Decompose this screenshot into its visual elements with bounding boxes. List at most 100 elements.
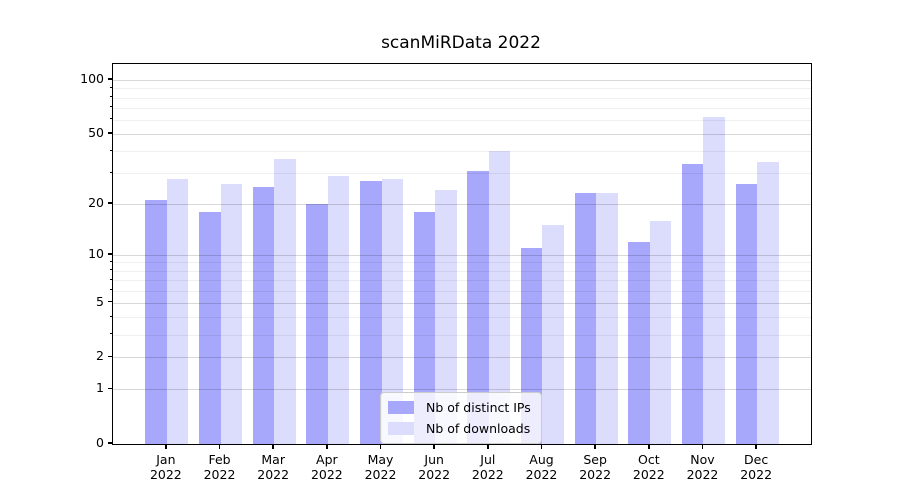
x-tick-label-dec-2022: Dec 2022	[740, 452, 773, 482]
gridline-minor-8	[113, 270, 811, 272]
bar-nb-of-distinct-ips-oct-2022	[628, 241, 650, 444]
y-tick-minor-mark-6	[109, 289, 112, 291]
gridline-minor-3	[113, 334, 811, 336]
x-tick-label-jul-2022: Jul 2022	[471, 452, 504, 482]
plot-area: Nb of distinct IPs Nb of downloads	[112, 63, 812, 445]
y-tick-minor-mark-8	[109, 269, 112, 271]
x-tick-mark-jul-2022	[487, 444, 489, 449]
bar-nb-of-distinct-ips-jan-2022	[145, 200, 167, 444]
y-tick-minor-mark-40	[109, 149, 112, 151]
x-tick-label-apr-2022: Apr 2022	[310, 452, 343, 482]
bar-nb-of-downloads-apr-2022	[327, 175, 350, 444]
gridline-major-20	[113, 203, 811, 205]
x-tick-label-oct-2022: Oct 2022	[632, 452, 665, 482]
gridline-minor-90	[113, 88, 811, 90]
bar-nb-of-downloads-may-2022	[381, 178, 403, 444]
x-tick-label-sep-2022: Sep 2022	[579, 452, 612, 482]
y-tick-mark-20	[108, 202, 112, 204]
y-tick-label-1: 1	[96, 380, 104, 396]
y-tick-label-20: 20	[88, 194, 104, 210]
y-tick-minor-mark-4	[109, 315, 112, 317]
legend-swatch-distinct-ips	[388, 401, 414, 414]
y-tick-label-0: 0	[96, 435, 104, 450]
y-tick-minor-mark-7	[109, 278, 112, 280]
x-tick-mark-feb-2022	[218, 444, 221, 449]
legend-item-distinct-ips: Nb of distinct IPs	[388, 400, 531, 415]
legend: Nb of distinct IPs Nb of downloads	[380, 392, 542, 444]
x-tick-label-aug-2022: Aug 2022	[525, 452, 558, 482]
bar-nb-of-downloads-jul-2022	[488, 151, 511, 444]
gridline-minor-30	[113, 173, 811, 175]
x-tick-mark-jan-2022	[165, 444, 167, 449]
x-tick-mark-aug-2022	[540, 444, 543, 449]
gridline-major-10	[113, 254, 811, 256]
gridline-minor-9	[113, 262, 811, 264]
y-tick-label-10: 10	[88, 245, 104, 261]
x-tick-mark-oct-2022	[648, 444, 650, 449]
legend-item-downloads: Nb of downloads	[388, 421, 531, 436]
gridline-minor-70	[113, 107, 811, 109]
bar-nb-of-distinct-ips-mar-2022	[252, 187, 275, 444]
bar-nb-of-distinct-ips-apr-2022	[306, 204, 328, 444]
y-tick-mark-2	[108, 355, 112, 358]
chart-title: scanMiRData 2022	[381, 33, 541, 53]
bar-nb-of-downloads-feb-2022	[220, 184, 243, 444]
y-tick-mark-100	[108, 78, 112, 80]
x-tick-label-jan-2022: Jan 2022	[149, 452, 182, 482]
x-tick-mark-apr-2022	[326, 444, 328, 449]
x-tick-label-mar-2022: Mar 2022	[257, 452, 290, 482]
x-tick-mark-dec-2022	[755, 444, 757, 449]
x-tick-mark-may-2022	[379, 444, 382, 449]
x-tick-label-feb-2022: Feb 2022	[203, 452, 236, 482]
x-tick-label-nov-2022: Nov 2022	[686, 452, 719, 482]
gridline-minor-40	[113, 151, 811, 153]
legend-label-distinct-ips: Nb of distinct IPs	[426, 400, 531, 415]
y-tick-minor-mark-80	[109, 96, 112, 98]
gridline-major-100	[113, 80, 811, 82]
x-tick-mark-mar-2022	[272, 444, 274, 449]
legend-swatch-downloads	[388, 422, 414, 435]
gridline-minor-6	[113, 290, 811, 292]
y-tick-label-50: 50	[88, 125, 104, 141]
gridline-major-50	[113, 134, 811, 136]
gridline-minor-60	[113, 119, 811, 121]
gridline-major-5	[113, 302, 811, 304]
y-tick-minor-mark-30	[109, 171, 112, 173]
legend-label-downloads: Nb of downloads	[426, 421, 531, 436]
y-tick-minor-mark-60	[109, 118, 112, 120]
bar-nb-of-distinct-ips-jul-2022	[467, 170, 489, 444]
y-tick-mark-0	[108, 442, 112, 444]
x-tick-mark-nov-2022	[701, 444, 704, 449]
gridline-minor-4	[113, 317, 811, 319]
bar-nb-of-downloads-jan-2022	[166, 178, 189, 444]
y-tick-minor-mark-9	[109, 260, 112, 262]
bar-nb-of-distinct-ips-jun-2022	[413, 211, 436, 444]
x-tick-label-jun-2022: Jun 2022	[418, 452, 451, 482]
y-tick-mark-1	[108, 387, 112, 390]
bar-nb-of-distinct-ips-sep-2022	[574, 193, 597, 444]
x-tick-mark-jun-2022	[433, 444, 435, 449]
y-tick-label-2: 2	[96, 348, 104, 364]
gridline-minor-7	[113, 280, 811, 282]
gridline-major-2	[113, 357, 811, 359]
gridline-major-1	[113, 389, 811, 391]
bar-nb-of-distinct-ips-dec-2022	[735, 184, 758, 444]
gridline-minor-80	[113, 97, 811, 99]
x-tick-label-may-2022: May 2022	[364, 452, 397, 482]
y-tick-mark-10	[108, 253, 112, 255]
y-tick-mark-50	[108, 132, 112, 134]
bar-nb-of-downloads-mar-2022	[274, 159, 296, 444]
bar-nb-of-distinct-ips-may-2022	[360, 181, 382, 444]
bar-nb-of-downloads-oct-2022	[649, 220, 672, 444]
bar-nb-of-distinct-ips-feb-2022	[199, 211, 221, 444]
x-tick-mark-sep-2022	[594, 444, 596, 449]
bar-nb-of-downloads-sep-2022	[596, 193, 618, 444]
y-tick-minor-mark-90	[109, 86, 112, 88]
y-tick-minor-mark-70	[109, 106, 112, 108]
y-tick-minor-mark-3	[109, 333, 112, 335]
y-tick-mark-5	[108, 300, 112, 303]
y-tick-label-100: 100	[80, 71, 104, 87]
y-tick-label-5: 5	[96, 293, 104, 309]
bar-nb-of-distinct-ips-nov-2022	[681, 163, 704, 444]
